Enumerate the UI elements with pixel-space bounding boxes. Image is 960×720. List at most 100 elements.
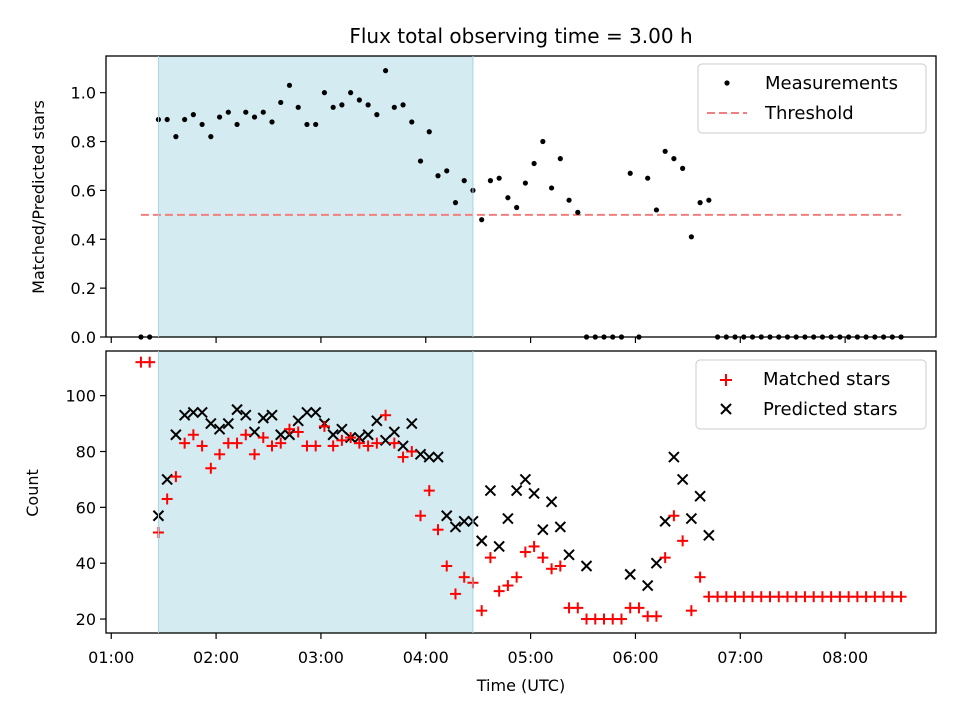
- predicted-point: [441, 510, 453, 522]
- matched-point: [371, 437, 383, 449]
- matched-point: [240, 429, 252, 441]
- measurement-point: [330, 104, 336, 110]
- predicted-point-stroke: [458, 515, 470, 528]
- matched-point: [345, 432, 357, 444]
- predicted-point-stroke: [257, 412, 269, 424]
- measurement-point: [339, 102, 345, 108]
- measurement-point: [680, 165, 686, 171]
- matched-point: [205, 462, 217, 474]
- xtick-label: 06:00: [612, 648, 658, 667]
- top-ytick-label: 0.6: [71, 181, 96, 200]
- measurement-point: [444, 168, 450, 174]
- measurement-point: [313, 121, 319, 128]
- predicted-point-stroke: [554, 521, 567, 533]
- measurement-point: [522, 180, 528, 186]
- matched-point: [432, 524, 444, 536]
- top-shaded-span: [158, 56, 473, 337]
- xtick-label: 01:00: [88, 648, 134, 667]
- matched-point: [257, 432, 269, 444]
- predicted-point: [257, 412, 269, 424]
- predicted-point-stroke: [449, 521, 462, 533]
- legend-predicted-stars: Predicted stars: [763, 399, 897, 420]
- measurement-point: [173, 134, 179, 140]
- matched-point: [493, 585, 505, 597]
- bottom-shaded-span: [158, 351, 473, 633]
- matched-point: [397, 451, 409, 463]
- matched-point: [249, 448, 261, 460]
- matched-point: [694, 571, 706, 583]
- predicted-point: [371, 415, 383, 427]
- matched-point: [275, 437, 287, 449]
- x-axis-label: Time (UTC): [476, 676, 565, 695]
- predicted-point-stroke: [624, 568, 636, 581]
- predicted-point: [484, 484, 497, 497]
- matched-point: [266, 440, 278, 452]
- top-ytick-label: 0.2: [71, 279, 96, 298]
- matched-point: [144, 356, 156, 368]
- measurement-point: [391, 104, 397, 110]
- measurement-point: [348, 90, 354, 96]
- measurement-point: [216, 114, 223, 120]
- predicted-point-stroke: [484, 484, 497, 497]
- matched-point: [423, 485, 435, 497]
- top-ytick-label: 0.4: [71, 230, 96, 249]
- predicted-point: [650, 557, 663, 569]
- predicted-point: [458, 515, 470, 528]
- top-x-ticks: [110, 337, 846, 343]
- top-y-axis-label: Matched/Predicted stars: [29, 100, 48, 294]
- predicted-point: [423, 451, 435, 463]
- predicted-point: [449, 521, 462, 533]
- predicted-point: [563, 549, 575, 561]
- matched-point: [187, 429, 199, 441]
- predicted-point-stroke: [213, 423, 226, 435]
- measurement-point: [234, 121, 240, 128]
- measurement-point: [645, 175, 651, 181]
- xtick-label: 07:00: [717, 648, 763, 667]
- matched-point: [476, 605, 488, 617]
- measurement-point: [356, 97, 362, 103]
- measurement-point: [557, 156, 563, 162]
- measurement-point: [304, 121, 310, 128]
- predicted-point: [537, 523, 549, 536]
- predicted-point: [266, 409, 278, 421]
- predicted-point: [641, 579, 654, 592]
- predicted-point-stroke: [336, 423, 348, 435]
- predicted-point-stroke: [388, 426, 401, 438]
- matched-point: [310, 440, 322, 452]
- predicted-point: [406, 417, 418, 430]
- matched-stars-series: [135, 356, 907, 625]
- matched-point: [458, 571, 470, 583]
- measurement-point: [199, 121, 205, 128]
- predicted-point-stroke: [196, 406, 208, 419]
- measurement-point: [653, 207, 660, 213]
- measurement-point: [479, 217, 485, 223]
- predicted-point-stroke: [222, 417, 235, 430]
- matched-point: [685, 605, 697, 617]
- predicted-point: [554, 521, 567, 533]
- predicted-point: [624, 568, 636, 581]
- predicted-point: [545, 496, 558, 508]
- predicted-point-stroke: [266, 409, 278, 421]
- measurements-legend-marker: [724, 80, 730, 86]
- matched-point: [380, 409, 392, 421]
- bottom-y-ticks: 20 40 60 80 100: [65, 387, 106, 629]
- top-legend: Measurements Threshold: [697, 63, 927, 134]
- predicted-point-stroke: [362, 429, 374, 441]
- predicted-point-stroke: [580, 560, 593, 572]
- measurement-point: [688, 234, 694, 240]
- measurement-point: [452, 200, 459, 206]
- predicted-point-stroke: [545, 496, 558, 508]
- predicted-point-stroke: [371, 415, 383, 427]
- measurement-point: [548, 185, 555, 191]
- top-y-ticks: 0.0 0.2 0.4 0.6 0.8 1.0: [71, 84, 106, 347]
- predicted-point: [231, 403, 243, 416]
- predicted-point-stroke: [641, 579, 654, 592]
- measurement-point: [182, 116, 188, 123]
- matched-point: [554, 560, 566, 572]
- bottom-ytick-label: 20: [76, 610, 96, 629]
- predicted-point-stroke: [301, 406, 313, 419]
- measurement-point: [426, 129, 432, 135]
- predicted-point-stroke: [650, 557, 663, 569]
- predicted-point: [309, 406, 322, 419]
